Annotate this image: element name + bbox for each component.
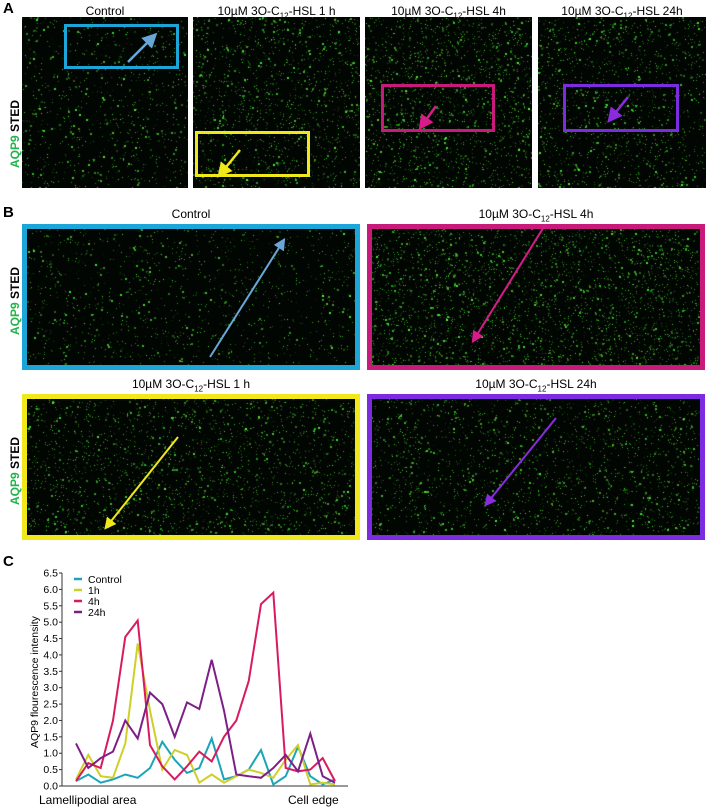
t: -HSL 1 h xyxy=(288,4,336,18)
y-tick-label: 2.0 xyxy=(43,715,58,727)
t: 10µM 3O-C xyxy=(391,4,454,18)
y-tick-label: 3.5 xyxy=(43,666,58,678)
y-tick-label: 6.0 xyxy=(43,584,58,596)
image-b-control xyxy=(22,224,360,370)
t: -HSL 4h xyxy=(462,4,506,18)
roi-box-1h xyxy=(195,131,310,177)
arrow-a-control xyxy=(127,32,158,63)
arrow-b-control xyxy=(209,237,286,358)
y-tick-label: 0.5 xyxy=(43,764,58,776)
series-line-1h xyxy=(75,643,336,786)
roi-box-24h xyxy=(563,84,679,132)
t: 12 xyxy=(623,11,633,21)
chart-x-label-right: Cell edge xyxy=(288,793,339,807)
series-line-24h xyxy=(75,659,336,784)
y-tick-label: 1.0 xyxy=(43,748,58,760)
image-b-24h xyxy=(367,394,705,540)
roi-box-control xyxy=(64,24,179,69)
frame-1h xyxy=(22,394,360,540)
arrow-a-4h xyxy=(418,105,438,131)
t: 12 xyxy=(540,214,550,224)
y-tick-label: 5.0 xyxy=(43,617,58,629)
t: 12 xyxy=(453,11,463,21)
t: 12 xyxy=(537,384,547,394)
y-tick-label: 4.0 xyxy=(43,649,58,661)
image-b-4h xyxy=(367,224,705,370)
title-a-24h: 10µM 3O-C12-HSL 24h xyxy=(538,4,706,20)
panel-a-label: A xyxy=(3,0,14,17)
t: 12 xyxy=(279,11,289,21)
y-tick-label: 2.5 xyxy=(43,699,58,711)
t: 12 xyxy=(194,384,204,394)
series-line-4h xyxy=(75,590,336,782)
t: 10µM 3O-C xyxy=(561,4,624,18)
frame-control xyxy=(22,224,360,370)
roi-box-4h xyxy=(381,84,495,132)
y-tick-label: 1.5 xyxy=(43,731,58,743)
image-a-4h xyxy=(365,17,532,188)
t: -HSL 24h xyxy=(546,377,597,391)
t: 10µM 3O-C xyxy=(478,207,541,221)
title-a-1h: 10µM 3O-C12-HSL 1 h xyxy=(193,4,360,20)
chart-x-label-left: Lamellipodial area xyxy=(39,793,137,807)
y-tick-label: 3.0 xyxy=(43,682,58,694)
t: -HSL 4h xyxy=(549,207,594,221)
t: -HSL 1 h xyxy=(203,377,251,391)
t: 10µM 3O-C xyxy=(475,377,538,391)
arrows-layer xyxy=(104,32,629,530)
title-b-24h: 10µM 3O-C12-HSL 24h xyxy=(367,377,705,393)
y-tick-label: 5.5 xyxy=(43,600,58,612)
image-a-1h xyxy=(193,17,360,188)
t: -HSL 24h xyxy=(632,4,683,18)
arrow-b-1h xyxy=(104,436,179,530)
t: 10µM 3O-C xyxy=(217,4,280,18)
arrow-a-1h xyxy=(217,149,241,178)
title-b-control: Control xyxy=(171,207,211,221)
title-a-control: Control xyxy=(85,4,125,18)
legend-label: 24h xyxy=(88,607,106,619)
y-tick-label: 0.0 xyxy=(43,781,58,793)
arrow-a-24h xyxy=(607,96,629,123)
title-b-1h: 10µM 3O-C12-HSL 1 h xyxy=(22,377,360,393)
legend-label: Control xyxy=(88,574,122,586)
t: 10µM 3O-C xyxy=(131,377,195,391)
frame-4h xyxy=(367,224,705,370)
legend-label: 1h xyxy=(88,585,100,597)
frame-24h xyxy=(367,394,705,540)
arrow-b-24h xyxy=(484,417,557,507)
y-tick-label: 6.5 xyxy=(43,568,58,580)
panel-c-label: C xyxy=(3,553,14,570)
panel-b-label: B xyxy=(3,204,14,221)
y-tick-label: 4.5 xyxy=(43,633,58,645)
image-b-1h xyxy=(22,394,360,540)
image-a-control xyxy=(22,17,188,188)
legend-label: 4h xyxy=(88,596,100,608)
title-b-4h: 10µM 3O-C12-HSL 4h xyxy=(367,207,705,223)
title-a-4h: 10µM 3O-C12-HSL 4h xyxy=(365,4,532,20)
arrow-b-4h xyxy=(471,224,546,344)
